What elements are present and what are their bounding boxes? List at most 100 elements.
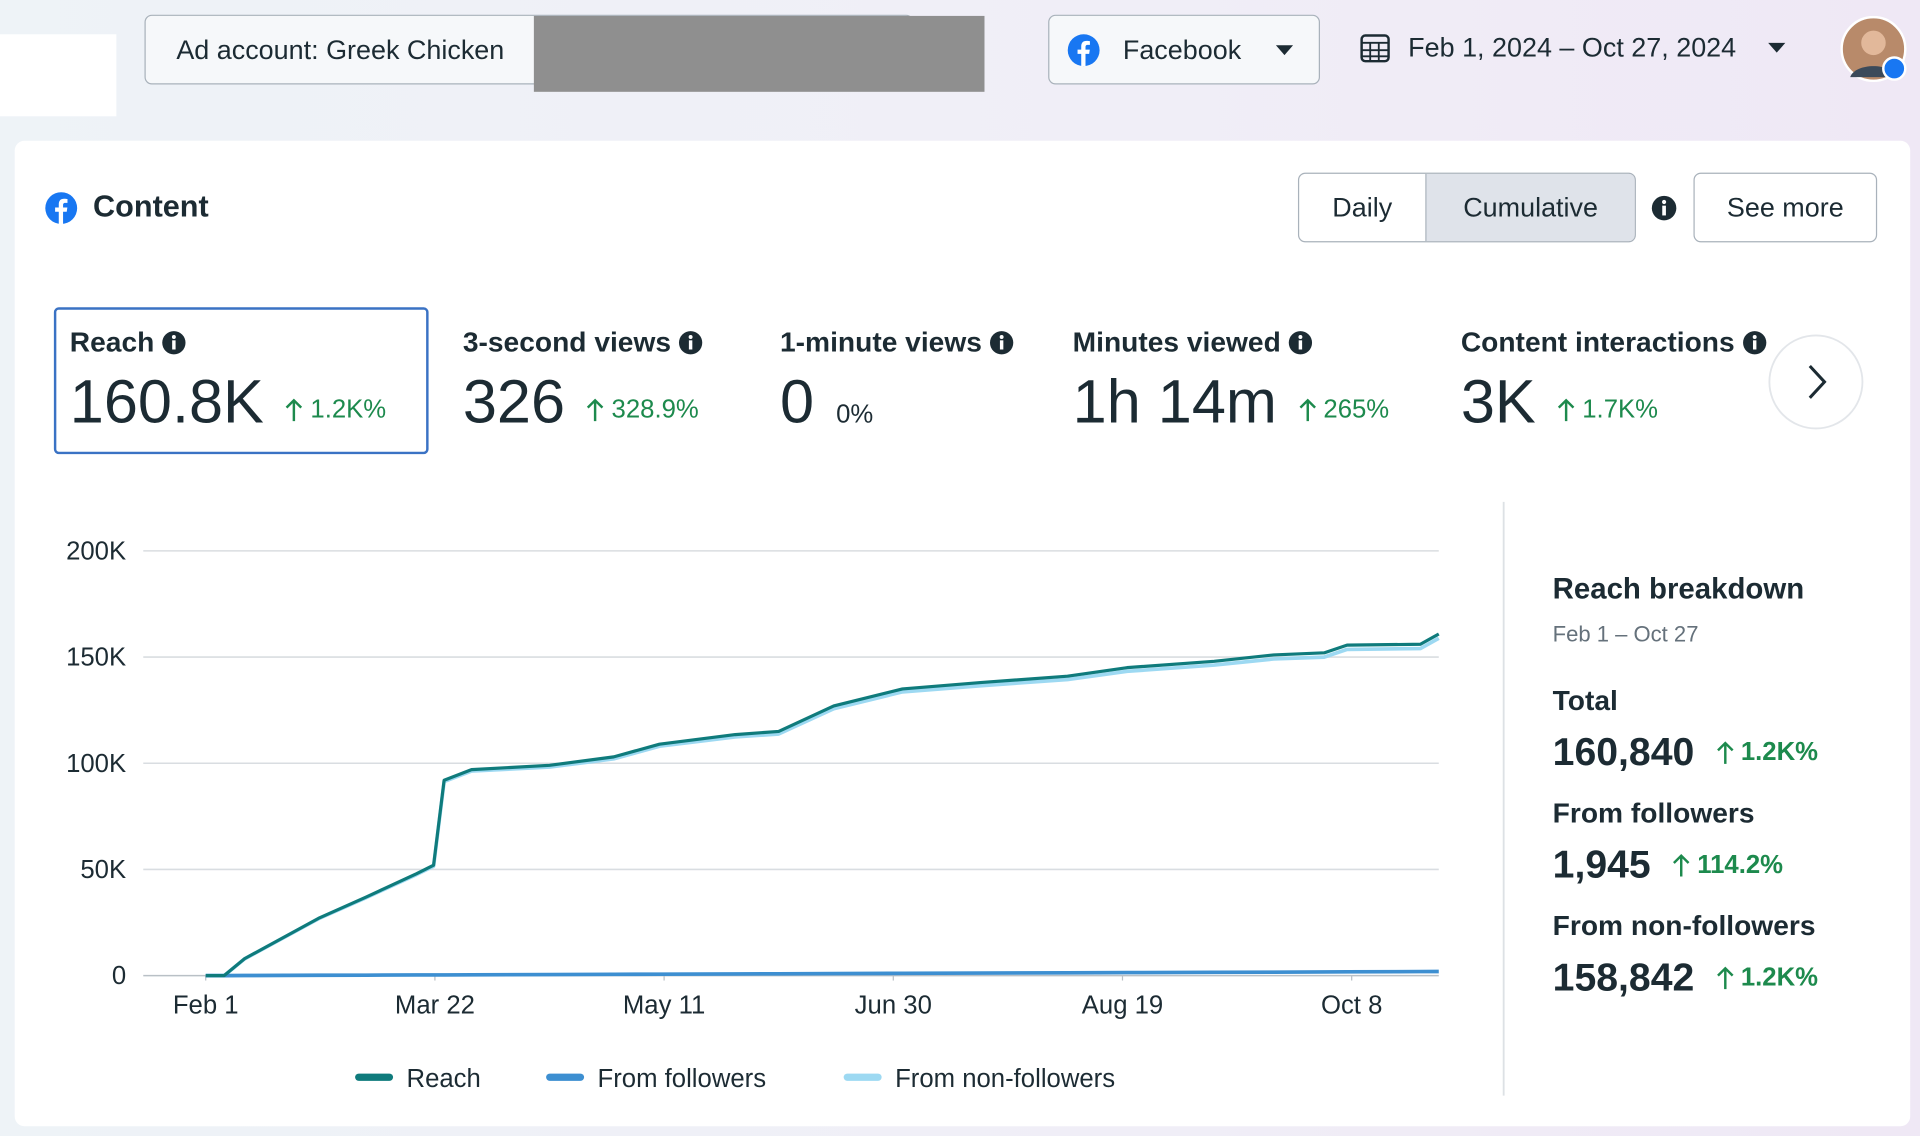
- up-arrow: [1299, 398, 1316, 422]
- see-more-button[interactable]: See more: [1693, 172, 1878, 243]
- metric-change: 1.2K%: [286, 395, 386, 424]
- metric-value: 160.8K: [69, 367, 264, 436]
- x-tick-label: Feb 1: [173, 992, 239, 1020]
- info-bar: [1752, 339, 1756, 349]
- breakdown-change: 114.2%: [1673, 850, 1783, 879]
- arrow-shape: [1716, 740, 1734, 764]
- info-dot: [171, 334, 176, 339]
- info-dot: [688, 334, 693, 339]
- next-button[interactable]: [1766, 333, 1866, 433]
- y-tick-label: 50K: [80, 856, 126, 884]
- redaction: [533, 15, 985, 92]
- metric-value: 3K: [1460, 367, 1536, 436]
- breakdown-change-value: 114.2%: [1697, 850, 1784, 879]
- breakdown-change: 1.2K%: [1716, 963, 1818, 992]
- breakdown-title: Reach breakdown: [1552, 572, 1805, 606]
- info-icon: [989, 330, 1014, 354]
- metric-label-row: Reach: [70, 326, 386, 359]
- info-icon: [1742, 330, 1766, 354]
- y-tick-label: 0: [112, 962, 126, 990]
- reach-breakdown: Reach breakdown Feb 1 – Oct 27 Total 160,…: [1553, 573, 1818, 1000]
- up-arrow: [1716, 740, 1734, 764]
- caret: [1275, 44, 1293, 55]
- x-tick-label: Aug 19: [1082, 992, 1163, 1020]
- toggle-cumulative[interactable]: Cumulative: [1426, 173, 1635, 242]
- metric-label: Reach: [69, 325, 155, 358]
- breakdown-value: 158,842: [1552, 954, 1695, 999]
- metric-value: 0: [780, 367, 815, 436]
- arrow-shape: [286, 398, 303, 422]
- metric-label-row: 3-second views: [463, 326, 703, 359]
- avatar[interactable]: [1840, 15, 1909, 85]
- arrow-shape: [1716, 965, 1734, 989]
- breakdown-value-row: 160,840 1.2K%: [1553, 730, 1818, 775]
- metric-change-value: 1.7K%: [1582, 395, 1659, 424]
- up-arrow: [286, 398, 303, 422]
- info-dot: [999, 334, 1004, 339]
- breakdown-value: 160,840: [1552, 729, 1695, 774]
- metric-change: 0%: [836, 400, 873, 429]
- y-tick-label: 150K: [66, 644, 126, 672]
- info-bar: [688, 339, 693, 349]
- metric-label: Minutes viewed: [1072, 325, 1281, 358]
- arrow-shape: [1558, 398, 1575, 422]
- toggle-daily[interactable]: Daily: [1299, 173, 1427, 242]
- selected-metric-box: [53, 307, 429, 455]
- metric: 3-second views 326 328.9%: [463, 326, 703, 437]
- metric-label-row: Content interactions: [1461, 326, 1767, 359]
- info-icon: [1288, 330, 1313, 354]
- info-icon[interactable]: [1651, 195, 1678, 222]
- arrow-shape: [1299, 398, 1316, 422]
- x-tick-label: Jun 30: [855, 992, 932, 1020]
- info-bar: [1298, 339, 1303, 349]
- metric-change: 328.9%: [587, 395, 699, 424]
- metric-value-row: 1h 14m 265%: [1073, 366, 1390, 437]
- metric: 1-minute views 0 0%: [780, 326, 1014, 437]
- up-arrow: [1716, 965, 1734, 989]
- metric-value: 1h 14m: [1072, 367, 1277, 436]
- platform-selector[interactable]: Facebook: [1048, 14, 1321, 85]
- metric-label-row: 1-minute views: [780, 326, 1014, 359]
- info-dot: [1298, 334, 1303, 339]
- info-bar: [172, 339, 176, 349]
- metric-change-value: 328.9%: [611, 395, 699, 424]
- panel-title: Content: [93, 189, 209, 225]
- metric-change-value: 1.2K%: [310, 395, 387, 424]
- metric-label: 3-second views: [462, 325, 672, 358]
- facebook-icon: [1067, 33, 1100, 66]
- date-range: Feb 1, 2024 – Oct 27, 2024: [1408, 31, 1737, 63]
- breakdown-value: 1,945: [1552, 842, 1651, 887]
- up-arrow: [1673, 853, 1690, 876]
- metric: Reach 160.8K 1.2K%: [70, 326, 386, 437]
- series-line: [205, 636, 1440, 978]
- date-selector[interactable]: Feb 1, 2024 – Oct 27, 2024: [1359, 32, 1787, 64]
- breakdown-change-value: 1.2K%: [1740, 737, 1819, 766]
- platform-name: Facebook: [1122, 33, 1242, 65]
- info-bar: [999, 339, 1004, 349]
- series-line: [205, 969, 1439, 978]
- info-icon: [679, 330, 703, 354]
- breakdown-label: From non-followers: [1552, 909, 1816, 942]
- facebook-icon: [45, 191, 78, 224]
- info-icon: [162, 330, 186, 354]
- view-toggle: Daily Cumulative: [1297, 172, 1636, 243]
- metric-change: 1.7K%: [1558, 395, 1658, 424]
- metric-value-row: 160.8K 1.2K%: [70, 366, 386, 437]
- caret: [1767, 42, 1786, 53]
- breakdown-value-row: 158,842 1.2K%: [1553, 955, 1818, 1000]
- x-tick-label: Oct 8: [1321, 992, 1382, 1020]
- blank-area: [0, 34, 117, 117]
- legend-label: From non-followers: [895, 1065, 1115, 1093]
- metric-value-row: 326 328.9%: [463, 366, 703, 437]
- up-arrow: [1558, 398, 1575, 422]
- breakdown-change-value: 1.2K%: [1740, 962, 1819, 991]
- breakdown-value-row: 1,945 114.2%: [1553, 842, 1818, 887]
- series-line: [205, 632, 1440, 978]
- metric-change: 265%: [1299, 395, 1389, 424]
- metric-change-value: 265%: [1323, 395, 1390, 424]
- arrow-shape: [1673, 853, 1690, 876]
- metric-change-value: 0%: [836, 400, 874, 429]
